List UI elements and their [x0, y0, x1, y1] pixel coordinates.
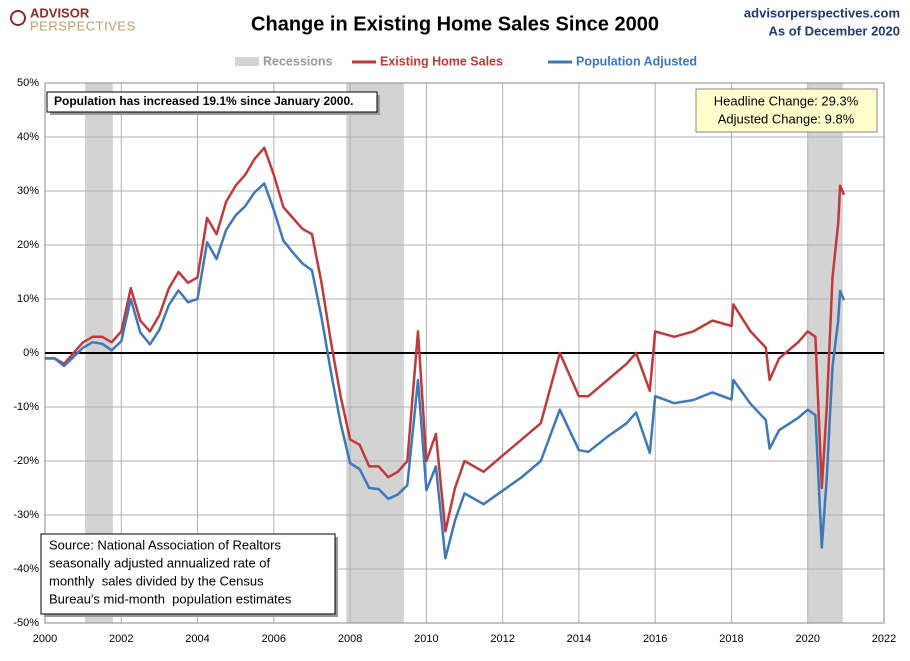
y-tick-label: 20%: [17, 239, 39, 251]
y-tick-label: 30%: [17, 185, 39, 197]
x-tick-label: 2004: [185, 633, 209, 645]
source-text: seasonally adjusted annualized rate of: [49, 555, 271, 570]
x-tick-label: 2002: [109, 633, 133, 645]
series-line: [45, 146, 846, 533]
summary-text: Adjusted Change: 9.8%: [718, 111, 855, 126]
source-text: monthly sales divided by the Census: [49, 573, 264, 588]
y-tick-label: 10%: [17, 293, 39, 305]
x-tick-label: 2010: [414, 633, 438, 645]
source-text: Source: National Association of Realtors: [49, 537, 281, 552]
chart-title: Change in Existing Home Sales Since 2000: [251, 13, 659, 35]
x-tick-label: 2016: [643, 633, 667, 645]
site: advisorperspectives.com: [744, 5, 900, 20]
x-tick-label: 2012: [490, 633, 514, 645]
summary-text: Headline Change: 29.3%: [714, 93, 859, 108]
y-tick-label: -50%: [13, 617, 39, 629]
y-tick-label: -30%: [13, 509, 39, 521]
brand-name: PERSPECTIVES: [30, 18, 136, 33]
y-tick-label: 50%: [17, 77, 39, 89]
x-tick-label: 2018: [719, 633, 743, 645]
y-tick-label: -20%: [13, 455, 39, 467]
x-tick-label: 2020: [795, 633, 819, 645]
y-tick-label: -10%: [13, 401, 39, 413]
legend-label: Population Adjusted: [576, 54, 697, 68]
x-tick-label: 2022: [872, 633, 896, 645]
x-tick-label: 2006: [262, 633, 286, 645]
source-text: Bureau's mid-month population estimates: [49, 591, 292, 606]
logo-icon: [10, 10, 26, 26]
legend-label: Existing Home Sales: [380, 54, 503, 68]
summary-box: [695, 88, 878, 133]
y-tick-label: 0%: [23, 347, 39, 359]
legend: Recessions Existing Home Sales Population …: [235, 54, 697, 68]
x-tick-label: 2014: [567, 633, 591, 645]
as-of: As of December 2020: [768, 23, 900, 38]
brand-name: ADVISOR: [30, 5, 90, 20]
annotation: Population has increased 19.1% since Jan…: [54, 94, 353, 108]
y-tick-label: -40%: [13, 563, 39, 575]
annotation-box: [46, 91, 378, 113]
legend-swatch: [235, 57, 259, 66]
x-tick-label: 2000: [33, 633, 57, 645]
legend-label: Recessions: [263, 54, 333, 68]
source-box: [40, 533, 336, 615]
series-line: [45, 182, 846, 560]
y-tick-label: 40%: [17, 131, 39, 143]
x-tick-label: 2008: [338, 633, 362, 645]
